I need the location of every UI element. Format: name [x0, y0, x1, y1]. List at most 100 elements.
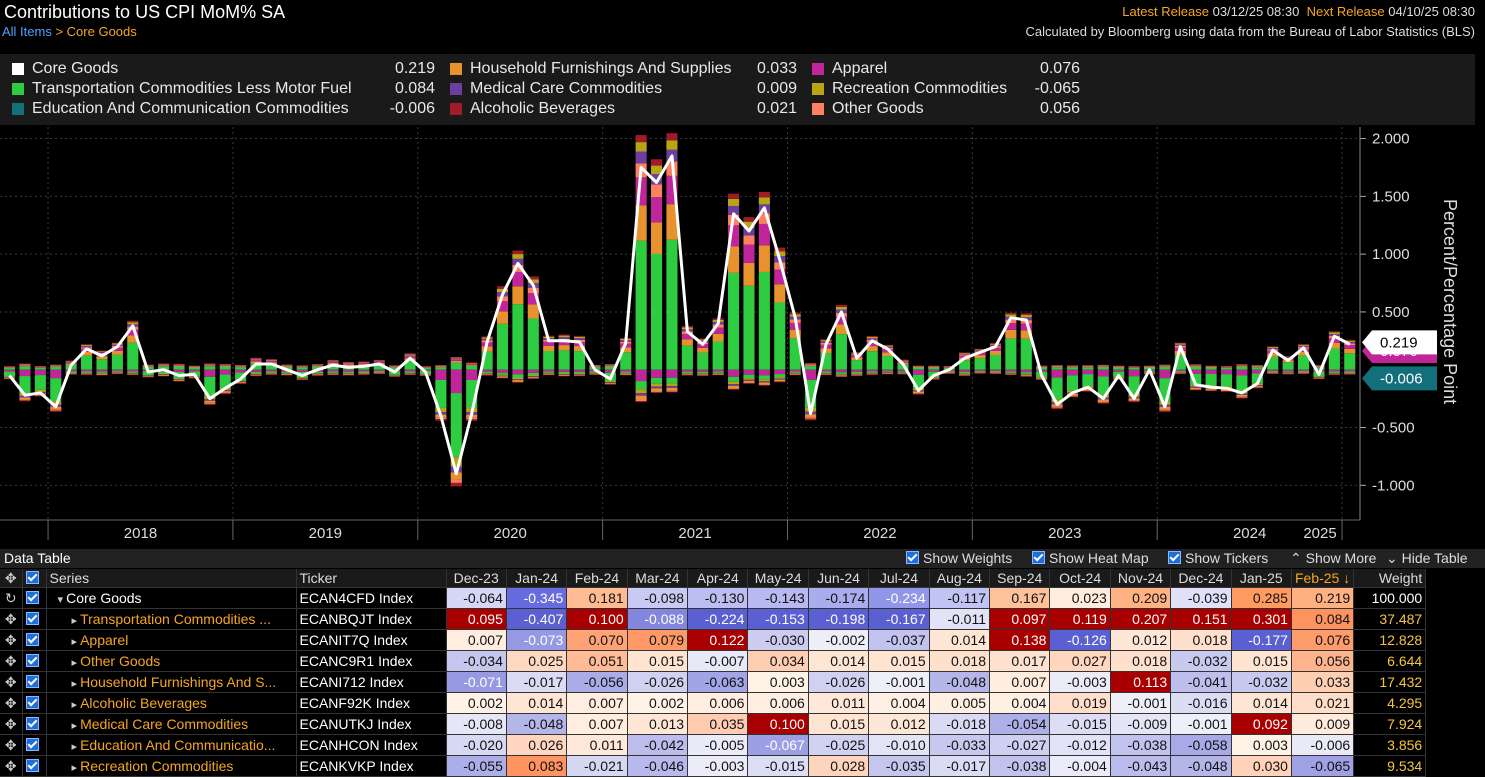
value-cell[interactable]: 0.023	[1049, 587, 1111, 609]
value-cell[interactable]: 0.007	[446, 629, 507, 651]
value-cell[interactable]: 0.028	[808, 755, 870, 777]
value-cell[interactable]: -0.048	[1170, 755, 1232, 777]
value-cell[interactable]: -0.011	[929, 608, 991, 630]
legend-item[interactable]: Alcoholic Beverages 0.021	[450, 99, 797, 119]
value-cell[interactable]: 0.070	[566, 629, 628, 651]
value-cell[interactable]: -0.048	[929, 671, 991, 693]
value-cell[interactable]: -0.035	[868, 755, 930, 777]
value-cell[interactable]: 0.181	[566, 587, 628, 609]
ticker-cell[interactable]: ECANKVKP Index	[296, 755, 447, 777]
ticker-cell[interactable]: ECANHCON Index	[296, 734, 447, 756]
series-name-cell[interactable]: ▸ Apparel	[46, 629, 297, 651]
value-cell[interactable]: 0.084	[1291, 608, 1355, 630]
value-cell[interactable]: -0.064	[446, 587, 507, 609]
row-checkbox[interactable]	[22, 629, 47, 651]
value-cell[interactable]: -0.073	[506, 629, 568, 651]
value-cell[interactable]: -0.020	[446, 734, 507, 756]
value-cell[interactable]: -0.345	[506, 587, 568, 609]
value-cell[interactable]: 0.018	[929, 650, 991, 672]
value-cell[interactable]: -0.038	[989, 755, 1051, 777]
column-header-month[interactable]: Apr-24	[687, 569, 749, 588]
value-cell[interactable]: -0.037	[868, 629, 930, 651]
value-cell[interactable]: -0.012	[1049, 734, 1111, 756]
breadcrumb-root[interactable]: All Items	[2, 24, 52, 39]
column-header-month[interactable]: May-24	[747, 569, 809, 588]
value-cell[interactable]: -0.005	[687, 734, 749, 756]
expand-icon[interactable]: ▸	[71, 678, 81, 690]
table-row[interactable]: ✥ ▸ Medical Care Commodities ECANUTKJ Inde…	[0, 713, 1427, 735]
value-cell[interactable]: 0.056	[1291, 650, 1355, 672]
column-header-month[interactable]: Jul-24	[868, 569, 930, 588]
series-name-cell[interactable]: ▸ Other Goods	[46, 650, 297, 672]
value-cell[interactable]: -0.007	[687, 650, 749, 672]
value-cell[interactable]: -0.117	[929, 587, 991, 609]
move-icon[interactable]: ✥	[0, 608, 23, 630]
value-cell[interactable]: 0.207	[1110, 608, 1172, 630]
table-row[interactable]: ✥ ▸ Alcoholic Beverages ECANF92K Index 0.00…	[0, 692, 1427, 714]
ticker-cell[interactable]: ECANIT7Q Index	[296, 629, 447, 651]
expand-icon[interactable]: ▸	[71, 657, 81, 669]
value-cell[interactable]: 0.285	[1231, 587, 1292, 609]
value-cell[interactable]: 0.034	[747, 650, 809, 672]
value-cell[interactable]: 0.113	[1110, 671, 1172, 693]
value-cell[interactable]: 0.009	[1291, 713, 1355, 735]
value-cell[interactable]: 0.026	[506, 734, 568, 756]
value-cell[interactable]: 0.007	[566, 692, 628, 714]
value-cell[interactable]: 0.003	[747, 671, 809, 693]
value-cell[interactable]: -0.001	[1170, 713, 1232, 735]
value-cell[interactable]: -0.065	[1291, 755, 1355, 777]
legend-item[interactable]: Household Furnishings And Supplies 0.033	[450, 59, 797, 79]
value-cell[interactable]: 0.083	[506, 755, 568, 777]
value-cell[interactable]: 0.035	[687, 713, 749, 735]
value-cell[interactable]: -0.054	[989, 713, 1051, 735]
show-heatmap-toggle[interactable]: Show Heat Map	[1032, 550, 1149, 566]
value-cell[interactable]: 0.021	[1291, 692, 1355, 714]
value-cell[interactable]: 0.015	[1231, 650, 1292, 672]
value-cell[interactable]: -0.016	[1170, 692, 1232, 714]
value-cell[interactable]: 0.033	[1291, 671, 1355, 693]
value-cell[interactable]: -0.026	[627, 671, 689, 693]
value-cell[interactable]: 0.301	[1231, 608, 1292, 630]
collapse-icon[interactable]: ▾	[57, 594, 67, 606]
value-cell[interactable]: 0.051	[566, 650, 628, 672]
series-name-cell[interactable]: ▸ Household Furnishings And S...	[46, 671, 297, 693]
series-name-cell[interactable]: ▸ Medical Care Commodities	[46, 713, 297, 735]
column-header-month[interactable]: Nov-24	[1110, 569, 1172, 588]
value-cell[interactable]: -0.174	[808, 587, 870, 609]
legend-item[interactable]: Apparel 0.076	[812, 59, 1080, 79]
series-name-cell[interactable]: ▾ Core Goods	[46, 587, 297, 609]
legend-item[interactable]: Transportation Commodities Less Motor Fu…	[12, 79, 435, 99]
move-icon[interactable]: ✥	[0, 755, 23, 777]
column-header-month[interactable]: Mar-24	[627, 569, 689, 588]
value-cell[interactable]: -0.055	[446, 755, 507, 777]
row-checkbox[interactable]	[22, 692, 47, 714]
value-cell[interactable]: -0.032	[1231, 671, 1292, 693]
expand-icon[interactable]: ▸	[71, 636, 81, 648]
move-icon[interactable]: ✥	[0, 671, 23, 693]
value-cell[interactable]: -0.143	[747, 587, 809, 609]
value-cell[interactable]: 0.007	[566, 713, 628, 735]
value-cell[interactable]: 0.167	[989, 587, 1051, 609]
value-cell[interactable]: -0.025	[808, 734, 870, 756]
legend-item[interactable]: Core Goods 0.219	[12, 59, 435, 79]
value-cell[interactable]: -0.043	[1110, 755, 1172, 777]
value-cell[interactable]: -0.046	[627, 755, 689, 777]
value-cell[interactable]: 0.079	[627, 629, 689, 651]
move-icon[interactable]: ✥	[0, 629, 23, 651]
legend-item[interactable]: Education And Communication Commodities -…	[12, 99, 435, 119]
ticker-cell[interactable]: ECAN4CFD Index	[296, 587, 447, 609]
value-cell[interactable]: 0.002	[627, 692, 689, 714]
value-cell[interactable]: 0.017	[989, 650, 1051, 672]
value-cell[interactable]: -0.063	[687, 671, 749, 693]
header-checkbox[interactable]	[22, 569, 47, 588]
column-header-month[interactable]: Dec-23	[446, 569, 507, 588]
value-cell[interactable]: 0.011	[808, 692, 870, 714]
value-cell[interactable]: -0.126	[1049, 629, 1111, 651]
value-cell[interactable]: -0.056	[566, 671, 628, 693]
value-cell[interactable]: -0.088	[627, 608, 689, 630]
expand-icon[interactable]: ▸	[71, 699, 81, 711]
value-cell[interactable]: -0.033	[929, 734, 991, 756]
value-cell[interactable]: 0.011	[566, 734, 628, 756]
value-cell[interactable]: -0.001	[1110, 692, 1172, 714]
row-checkbox[interactable]	[22, 734, 47, 756]
